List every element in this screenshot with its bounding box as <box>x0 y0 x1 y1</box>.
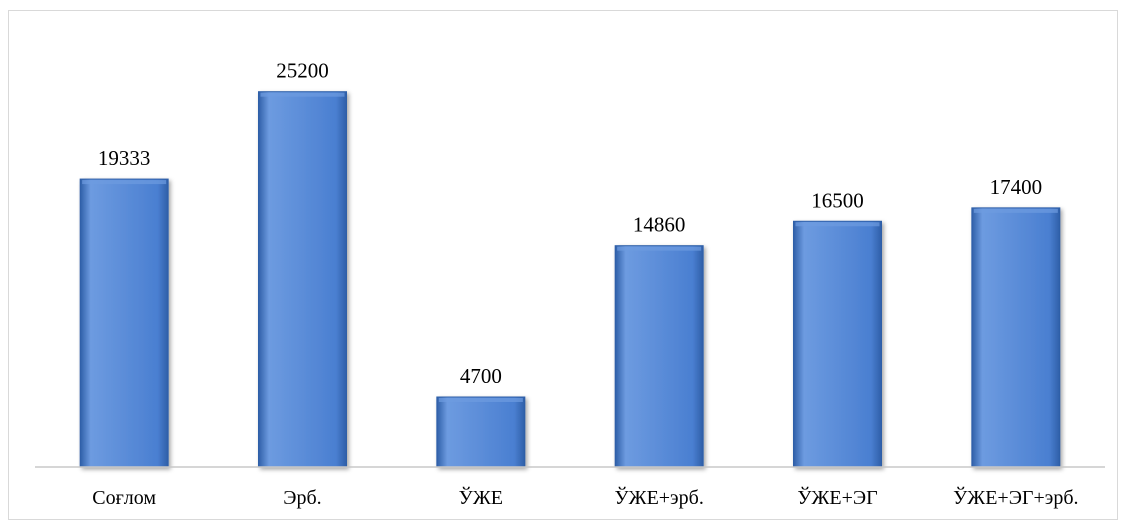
data-label-3: 4700 <box>460 364 502 388</box>
bar-highlight-4 <box>617 246 702 251</box>
bar-3 <box>436 396 526 468</box>
data-label-2: 25200 <box>276 59 329 83</box>
bars-layer <box>79 91 1061 468</box>
category-label-4: ЎЖЕ+эрб. <box>614 486 703 509</box>
bar-highlight-2 <box>260 92 345 97</box>
category-label-2: Эрб. <box>283 487 321 509</box>
bar-highlight-3 <box>438 398 523 403</box>
bar-highlight-6 <box>973 208 1058 213</box>
category-label-1: Соғлом <box>92 487 156 509</box>
bar-1 <box>79 178 169 468</box>
labels-layer: 19333 Соғлом 25200 Эрб. 4700 ЎЖЕ 14860 ЎЖЕ+эрб.… <box>92 59 1078 509</box>
data-label-4: 14860 <box>633 213 686 237</box>
bar-4 <box>614 245 704 468</box>
bar-5 <box>793 220 882 468</box>
data-label-5: 16500 <box>811 188 864 212</box>
category-label-5: ЎЖЕ+ЭГ <box>797 486 877 509</box>
category-label-6: ЎЖЕ+ЭГ+эрб. <box>953 486 1078 509</box>
bar-highlight-5 <box>795 222 880 227</box>
bar-2 <box>258 91 347 468</box>
bar-highlight-1 <box>82 180 167 185</box>
bar-6 <box>971 207 1061 468</box>
chart-frame <box>8 10 1118 520</box>
data-label-1: 19333 <box>98 146 151 170</box>
category-label-3: ЎЖЕ <box>459 486 503 509</box>
data-label-6: 17400 <box>990 175 1043 199</box>
